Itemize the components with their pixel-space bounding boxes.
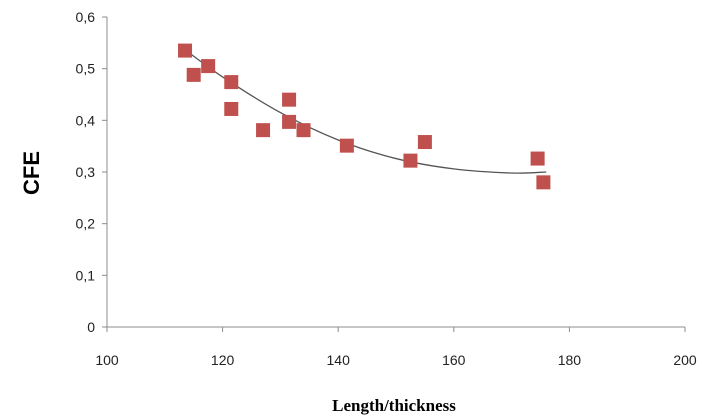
data-point <box>417 135 432 150</box>
x-tick-label: 120 <box>211 352 235 368</box>
data-point <box>296 123 311 138</box>
y-tick-label: 0,6 <box>76 9 96 25</box>
x-axis-title: Length/thickness <box>332 396 456 415</box>
y-tick-label: 0,1 <box>76 267 96 283</box>
x-tick-label: 100 <box>95 352 119 368</box>
data-point <box>282 114 297 129</box>
y-tick-label: 0,5 <box>76 61 96 77</box>
y-tick-label: 0 <box>87 319 95 335</box>
x-tick-label: 200 <box>673 352 697 368</box>
x-tick-label: 180 <box>558 352 582 368</box>
data-point <box>282 92 297 107</box>
data-point <box>224 101 239 116</box>
data-point <box>224 75 239 90</box>
axes <box>102 16 686 332</box>
data-points <box>178 43 551 190</box>
x-tick-label: 160 <box>442 352 466 368</box>
x-tick-label: 140 <box>327 352 351 368</box>
data-point <box>339 138 354 153</box>
y-tick-label: 0,3 <box>76 164 96 180</box>
y-axis-title: CFE <box>19 151 44 195</box>
data-point <box>530 151 545 166</box>
data-point <box>536 175 551 190</box>
data-point <box>178 43 193 58</box>
data-point <box>403 153 418 168</box>
y-tick-label: 0,4 <box>76 112 96 128</box>
tick-labels: 0 0,1 0,2 0,3 0,4 0,5 0,6 100 120 140 160 180 200 <box>76 9 697 368</box>
data-point <box>201 59 216 74</box>
data-point <box>256 123 271 138</box>
y-tick-label: 0,2 <box>76 216 96 232</box>
data-point <box>186 67 201 82</box>
